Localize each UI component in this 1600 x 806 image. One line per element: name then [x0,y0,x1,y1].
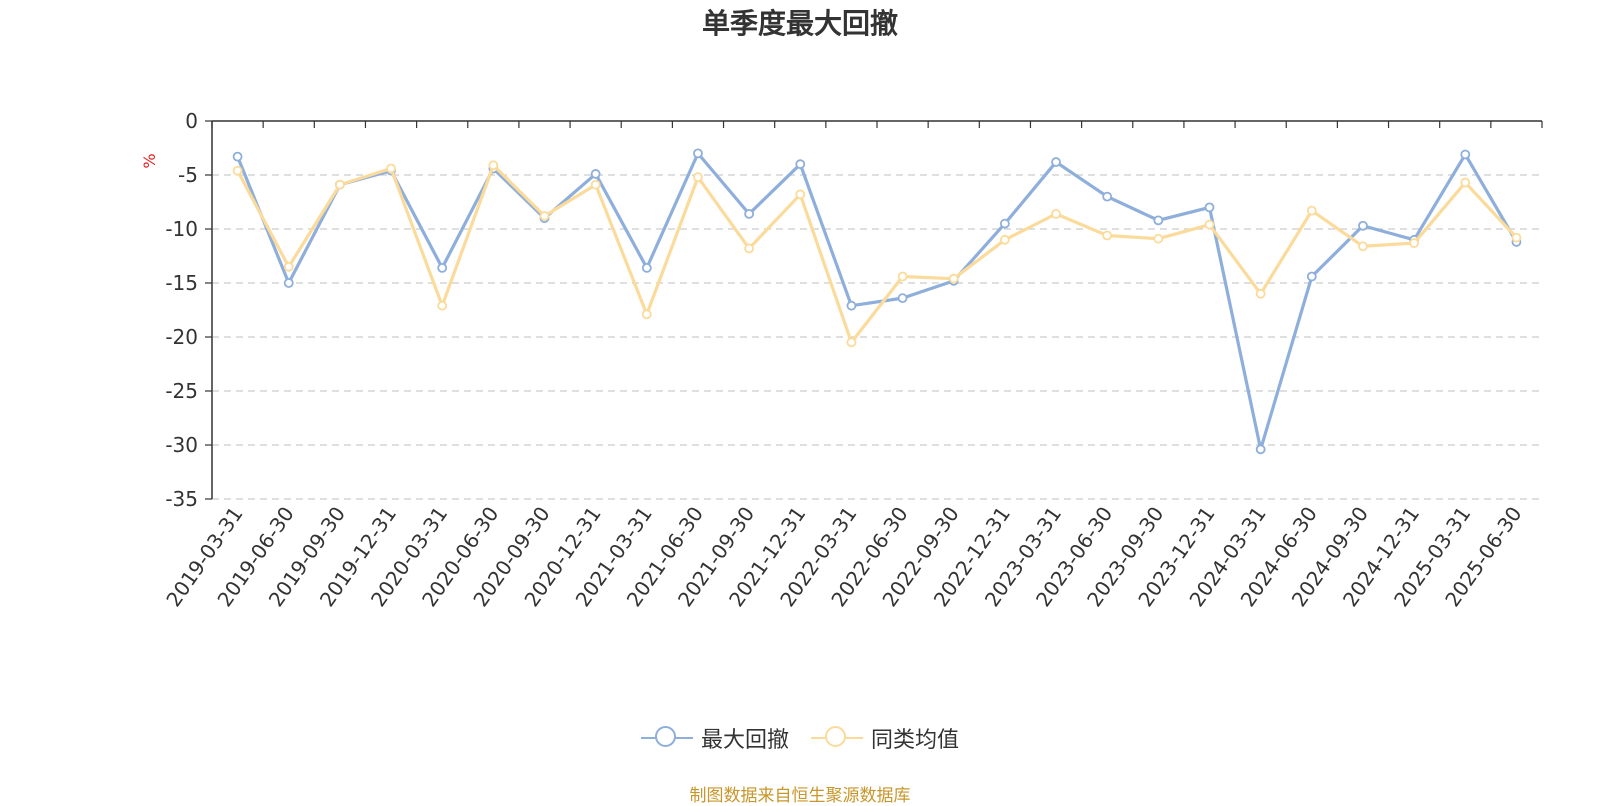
data-point [1102,230,1113,241]
legend-item[interactable]: 最大回撤 [640,722,789,754]
data-point [1153,233,1164,244]
data-point [641,262,652,273]
data-point [744,243,755,254]
data-point [1460,149,1471,160]
data-point [590,169,601,179]
series-2 [232,160,1522,348]
legend-label: 最大回撤 [700,728,789,753]
y-tick-label: -5 [178,163,198,187]
data-point [948,273,959,284]
y-tick-label: 0 [185,109,198,133]
data-point [1358,241,1368,252]
legend-label: 同类均值 [871,728,960,753]
y-tick-label: -35 [165,487,198,511]
data-point [283,261,294,272]
y-tick-label: -15 [165,271,198,295]
data-point [1102,191,1113,202]
data-point [1460,177,1471,188]
data-point [795,189,806,200]
data-point [1409,238,1420,248]
data-point [232,151,243,162]
data-point [539,211,550,221]
data-point [641,309,652,320]
data-point [1255,444,1266,455]
data-point [1204,219,1215,230]
y-tick-label: -30 [165,433,198,457]
data-point [386,163,396,174]
data-point [1051,208,1061,219]
data-point [1051,157,1061,167]
data-point [283,278,294,288]
data-point [1358,220,1368,231]
legend-marker-icon [811,725,863,751]
series-line [236,163,1518,344]
data-point [846,300,857,311]
data-point [1153,215,1164,226]
data-point [744,208,755,219]
data-point [1204,202,1215,213]
data-point [999,234,1010,245]
data-point [232,165,243,176]
data-point [334,179,345,190]
chart-legend: 最大回撤 同类均值 [0,722,1600,754]
y-tick-label: -10 [165,217,198,241]
data-point [693,172,703,183]
data-point [897,271,908,282]
data-point [1306,205,1317,216]
data-point [846,337,857,348]
chart-title: 单季度最大回撤 [701,7,898,40]
y-axis-unit-label: % [140,153,159,168]
data-point [488,160,499,171]
data-point [1255,288,1266,299]
data-point [1306,271,1317,282]
y-tick-label: -25 [165,379,198,403]
data-point [999,218,1010,229]
legend-marker-icon [640,725,693,751]
source-note: 制图数据来自恒生聚源数据库 [689,786,911,806]
y-tick-label: -20 [165,325,198,349]
data-point [437,262,448,273]
data-point [795,159,806,170]
series-line [236,151,1518,451]
legend-item[interactable]: 同类均值 [811,722,959,754]
data-point [1511,232,1522,243]
data-point [437,300,448,311]
data-point [590,179,601,190]
data-point [897,293,908,304]
data-point [693,148,703,159]
series-1 [232,148,1522,455]
